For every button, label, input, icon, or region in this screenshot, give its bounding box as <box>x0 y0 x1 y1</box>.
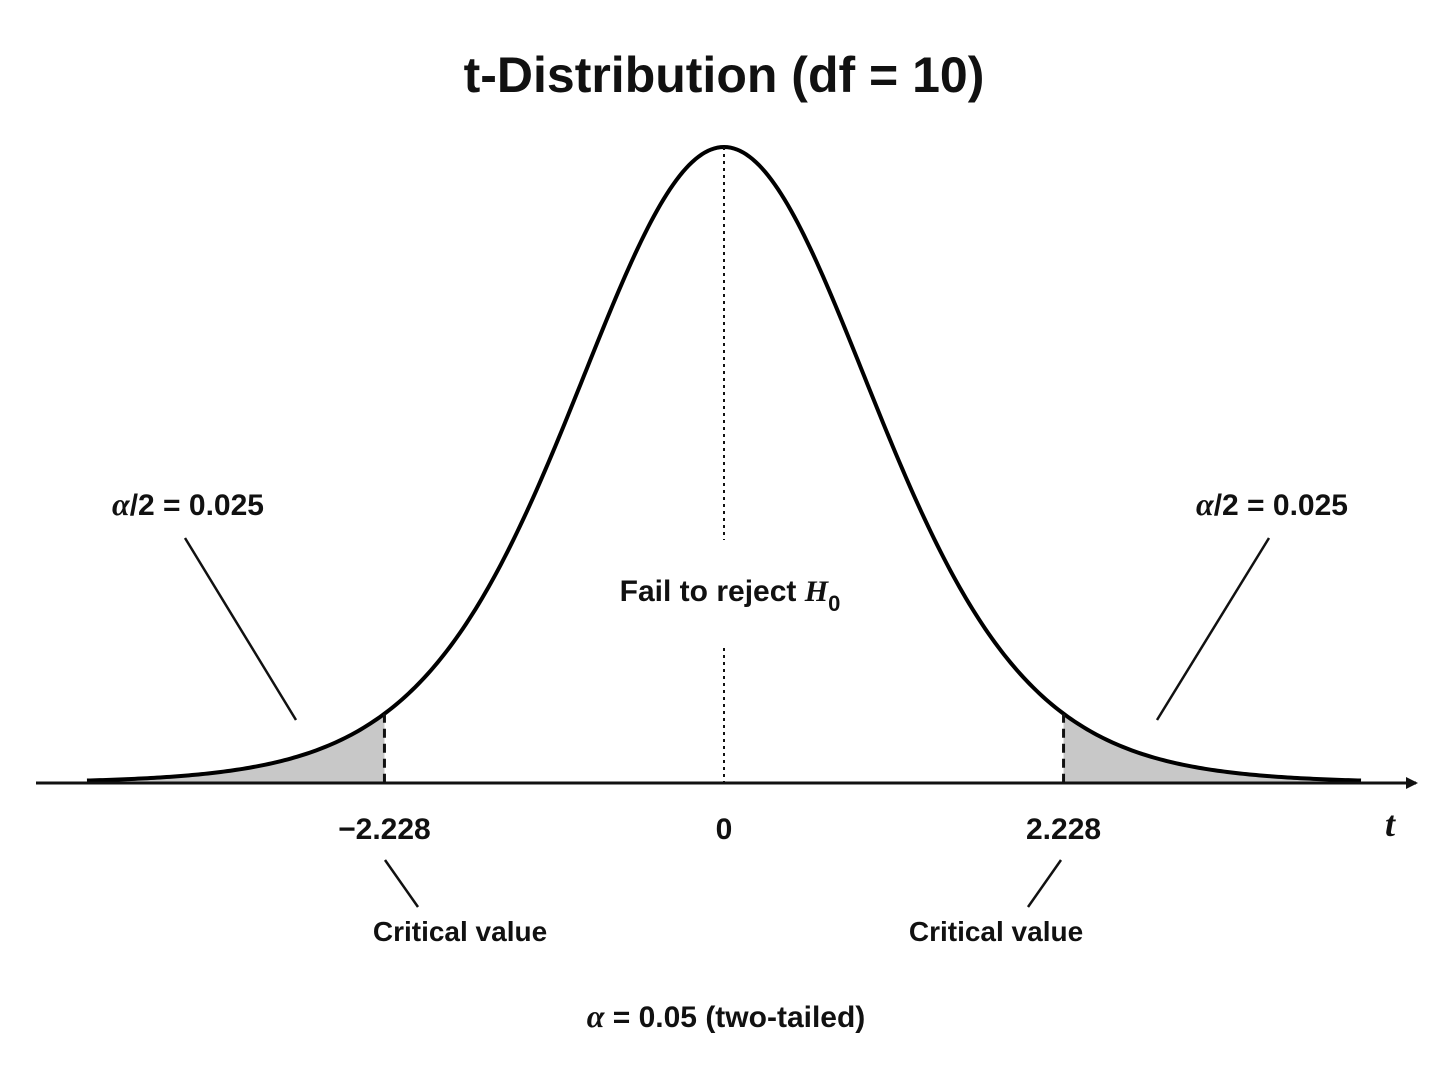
chart-title: t-Distribution (df = 10) <box>464 47 985 103</box>
right-alpha-symbol: α <box>1196 486 1215 522</box>
fail-to-reject-text: Fail to reject <box>620 575 805 608</box>
h-null-symbol: H <box>804 575 830 608</box>
left-critical-label: Critical value <box>373 916 547 947</box>
x-tick-label-pos-critical: 2.228 <box>1026 813 1101 846</box>
left-critical-pointer <box>383 859 420 908</box>
right-alpha-text: /2 = 0.025 <box>1214 489 1348 522</box>
right-tail-pointer <box>1155 537 1271 721</box>
right-tail-shaded-region <box>1063 713 1362 783</box>
fail-to-reject-label: Fail to reject H0 <box>620 575 841 616</box>
left-alpha-symbol: α <box>112 486 131 522</box>
right-critical-pointer <box>1026 859 1063 908</box>
left-tail-shaded-region <box>86 713 385 783</box>
left-tail-pointer <box>183 537 298 721</box>
x-axis-label: t <box>1385 804 1396 844</box>
x-tick-label-zero: 0 <box>716 813 733 846</box>
footer-text: = 0.05 (two-tailed) <box>604 1001 865 1034</box>
left-alpha-text: /2 = 0.025 <box>130 489 264 522</box>
x-tick-label-neg-critical: −2.228 <box>338 813 431 846</box>
significance-footer: α = 0.05 (two-tailed) <box>587 998 866 1034</box>
right-tail-alpha-label: α/2 = 0.025 <box>1196 486 1348 522</box>
left-tail-alpha-label: α/2 = 0.025 <box>112 486 264 522</box>
footer-alpha-symbol: α <box>587 998 606 1034</box>
h-null-subscript: 0 <box>828 591 840 616</box>
right-critical-label: Critical value <box>909 916 1083 947</box>
